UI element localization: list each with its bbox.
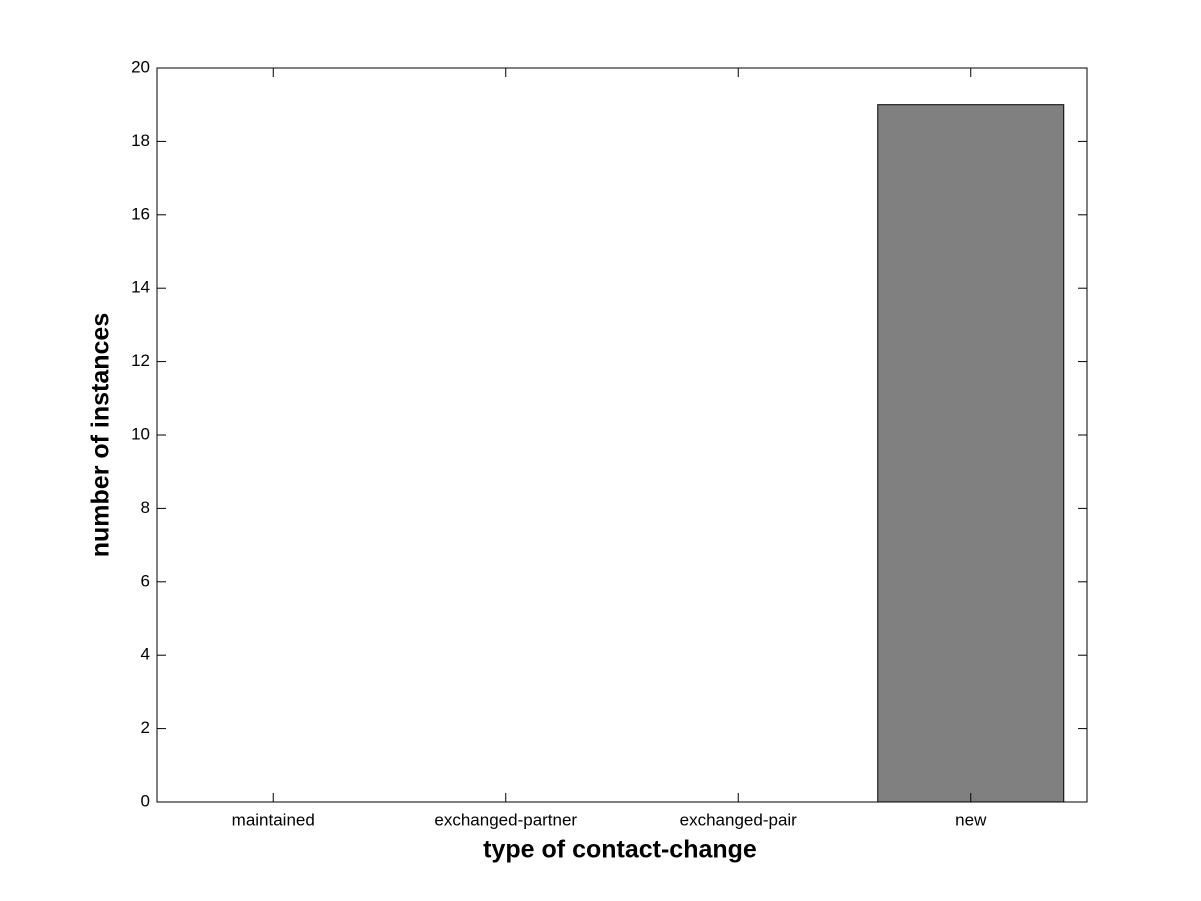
y-tick-label: 2 (141, 718, 150, 737)
y-axis-title: number of instances (87, 313, 115, 558)
y-tick-label: 20 (131, 57, 150, 76)
y-tick-label: 14 (131, 278, 150, 297)
y-tick-label: 10 (131, 424, 150, 443)
y-tick-label: 12 (131, 351, 150, 370)
plot-frame (156, 67, 1088, 803)
y-tick-label: 16 (131, 204, 150, 223)
y-tick-label: 4 (141, 645, 150, 664)
bar (877, 104, 1065, 803)
x-tick-label: new (955, 810, 987, 829)
x-tick-label: exchanged-partner (434, 810, 577, 829)
x-tick-label: exchanged-pair (680, 810, 798, 829)
y-tick-label: 6 (141, 571, 150, 590)
x-tick-label: maintained (232, 810, 315, 829)
y-tick-label: 8 (141, 498, 150, 517)
x-axis-title: type of contact-change (483, 836, 757, 864)
y-tick-label: 0 (141, 791, 150, 810)
y-tick-label: 18 (131, 131, 150, 150)
